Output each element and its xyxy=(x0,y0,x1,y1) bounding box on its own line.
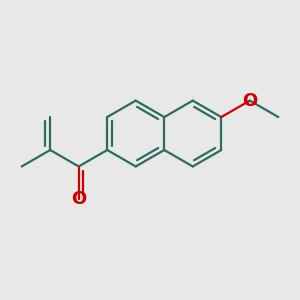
Text: O: O xyxy=(71,190,86,208)
Text: O: O xyxy=(242,92,257,110)
